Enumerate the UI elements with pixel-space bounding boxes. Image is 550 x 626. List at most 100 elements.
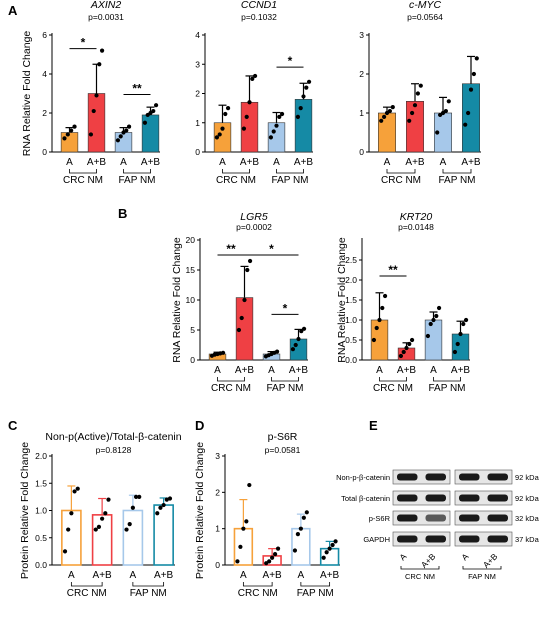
data-point — [434, 313, 439, 319]
bar — [424, 319, 443, 361]
data-point — [100, 516, 105, 521]
data-point — [93, 527, 98, 532]
data-point — [401, 349, 406, 355]
blot-band — [487, 535, 508, 543]
chart-title: AXIN2 — [90, 0, 122, 11]
data-point — [461, 321, 466, 327]
x-tick-label: A+B — [263, 570, 283, 581]
data-point — [225, 106, 231, 111]
data-point — [158, 505, 163, 510]
group-label: FAP NM — [271, 175, 308, 186]
y-tick-label: 3 — [195, 59, 200, 69]
data-point — [301, 326, 307, 331]
x-tick-label: A+B — [451, 365, 471, 376]
y-tick-label: 2.5 — [345, 255, 357, 265]
data-point — [151, 108, 156, 114]
y-axis-label: Protein Relative Fold Change — [194, 442, 206, 579]
data-point — [235, 559, 240, 564]
blot-band — [397, 494, 418, 502]
y-tick-label: 10 — [186, 295, 196, 305]
data-point — [66, 527, 71, 532]
y-tick-label: 6 — [42, 30, 47, 40]
group-bracket — [433, 377, 461, 382]
data-point — [443, 108, 448, 114]
group-bracket — [442, 169, 472, 174]
group-label: CRC NM — [373, 383, 413, 394]
x-tick-label: A+B — [154, 570, 174, 581]
data-point — [398, 353, 404, 359]
data-point — [431, 317, 436, 323]
data-point — [324, 550, 329, 555]
chart-5: Non-p(Active)/Total-β-catenin p=0.8128 Pro… — [19, 431, 182, 599]
blot-band — [425, 514, 446, 522]
y-tick-label: 2 — [42, 108, 47, 118]
x-tick-label: A — [298, 570, 305, 581]
data-point — [118, 134, 123, 139]
data-point — [299, 329, 304, 334]
y-tick-label: 2.0 — [35, 451, 47, 461]
data-point — [69, 511, 74, 516]
blot-band — [397, 514, 418, 522]
data-point — [333, 539, 338, 544]
blot-lane-label: A+B — [481, 551, 500, 570]
data-point — [471, 71, 476, 77]
data-point — [244, 519, 249, 524]
y-tick-label: 1 — [215, 524, 220, 534]
data-point — [65, 132, 70, 137]
data-point — [241, 526, 246, 531]
data-point — [238, 544, 243, 549]
data-point — [296, 336, 301, 342]
group-label: FAP NM — [297, 588, 334, 599]
data-point — [458, 331, 463, 337]
blot-row-label: p-S6R — [369, 514, 391, 523]
x-tick-label: A — [430, 365, 437, 376]
data-point — [387, 108, 392, 114]
y-tick-label: 0 — [359, 147, 364, 157]
data-point — [62, 136, 67, 141]
y-tick-label: 0 — [42, 147, 47, 157]
blot-lane-label: A — [397, 551, 408, 562]
y-axis-label: Protein Relative Fold Change — [19, 442, 31, 579]
group-label: FAP NM — [428, 383, 465, 394]
y-tick-label: 2 — [359, 69, 364, 79]
group-bracket — [132, 582, 165, 587]
data-point — [463, 317, 469, 323]
data-point — [425, 333, 431, 339]
y-axis-label: RNA Relative Fold Change — [171, 237, 183, 363]
x-tick-label: A+B — [87, 157, 107, 168]
data-point — [94, 93, 99, 98]
group-label: CRC NM — [238, 588, 278, 599]
data-point — [155, 511, 160, 516]
y-tick-label: 1.0 — [35, 506, 47, 516]
data-point — [292, 548, 298, 553]
y-axis-label: RNA Relative Fold Change — [336, 237, 348, 363]
data-point — [382, 293, 388, 299]
data-point — [103, 511, 108, 516]
data-point — [468, 87, 474, 92]
data-point — [274, 349, 280, 354]
data-point — [97, 62, 102, 67]
panel-label-d: D — [195, 418, 204, 433]
data-point — [295, 532, 301, 537]
data-point — [279, 111, 285, 117]
data-point — [88, 132, 94, 137]
data-point — [410, 110, 415, 116]
data-point — [301, 94, 306, 99]
data-point — [327, 546, 332, 551]
bar — [462, 83, 480, 153]
data-point — [301, 515, 306, 520]
data-point — [455, 341, 460, 347]
data-point — [241, 126, 247, 131]
blot-band — [459, 473, 480, 481]
data-point — [382, 114, 387, 119]
y-tick-label: 0 — [195, 147, 200, 157]
data-point — [380, 305, 385, 311]
panel-label-c: C — [8, 418, 18, 433]
blot-band — [459, 514, 480, 522]
data-point — [374, 325, 379, 331]
x-tick-label: A+B — [235, 365, 255, 376]
blot-lane-label: A — [459, 551, 470, 562]
significance-marker: ** — [388, 263, 398, 277]
